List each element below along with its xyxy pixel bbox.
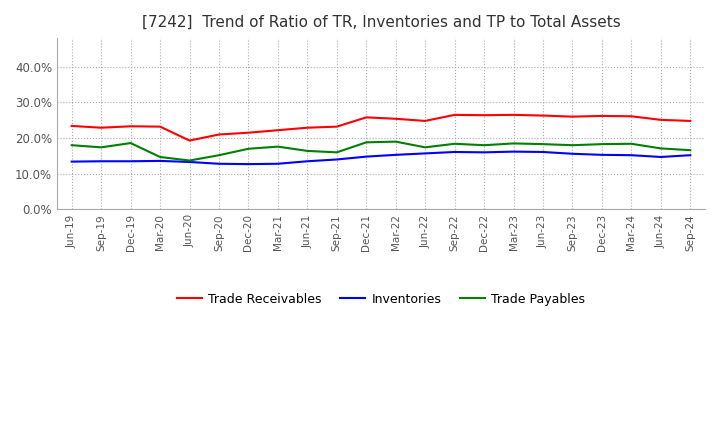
Inventories — [450, 149, 459, 154]
Trade Receivables — [126, 124, 135, 129]
Trade Receivables — [450, 112, 459, 117]
Inventories — [244, 161, 253, 167]
Legend: Trade Receivables, Inventories, Trade Payables: Trade Receivables, Inventories, Trade Pa… — [171, 288, 590, 311]
Inventories — [185, 159, 194, 165]
Trade Receivables — [539, 113, 547, 118]
Trade Payables — [421, 145, 430, 150]
Inventories — [68, 159, 76, 164]
Trade Payables — [126, 140, 135, 146]
Trade Receivables — [657, 117, 665, 122]
Trade Receivables — [627, 114, 636, 119]
Trade Payables — [97, 145, 106, 150]
Trade Receivables — [185, 138, 194, 143]
Trade Payables — [657, 146, 665, 151]
Trade Payables — [333, 150, 341, 155]
Trade Receivables — [686, 118, 695, 124]
Trade Receivables — [509, 112, 518, 117]
Trade Receivables — [568, 114, 577, 119]
Inventories — [568, 151, 577, 156]
Line: Inventories: Inventories — [72, 152, 690, 164]
Trade Payables — [274, 144, 282, 149]
Trade Receivables — [156, 124, 164, 129]
Trade Payables — [362, 140, 371, 145]
Trade Receivables — [244, 130, 253, 136]
Inventories — [333, 157, 341, 162]
Trade Receivables — [362, 115, 371, 120]
Inventories — [421, 151, 430, 156]
Trade Payables — [215, 153, 223, 158]
Inventories — [126, 159, 135, 164]
Trade Receivables — [215, 132, 223, 137]
Inventories — [686, 153, 695, 158]
Trade Payables — [568, 143, 577, 148]
Inventories — [156, 158, 164, 164]
Trade Payables — [450, 141, 459, 147]
Trade Payables — [244, 146, 253, 151]
Trade Payables — [539, 142, 547, 147]
Inventories — [480, 150, 488, 155]
Line: Trade Receivables: Trade Receivables — [72, 115, 690, 140]
Trade Receivables — [97, 125, 106, 130]
Trade Receivables — [480, 113, 488, 118]
Inventories — [509, 149, 518, 154]
Inventories — [598, 152, 606, 158]
Trade Payables — [392, 139, 400, 144]
Trade Payables — [68, 143, 76, 148]
Trade Receivables — [392, 116, 400, 121]
Trade Payables — [509, 141, 518, 146]
Inventories — [657, 154, 665, 160]
Inventories — [97, 159, 106, 164]
Trade Payables — [303, 148, 312, 154]
Inventories — [627, 153, 636, 158]
Trade Payables — [686, 147, 695, 153]
Inventories — [303, 159, 312, 164]
Trade Receivables — [68, 123, 76, 128]
Trade Payables — [185, 158, 194, 163]
Line: Trade Payables: Trade Payables — [72, 142, 690, 161]
Inventories — [274, 161, 282, 166]
Trade Payables — [598, 142, 606, 147]
Inventories — [362, 154, 371, 159]
Trade Payables — [480, 143, 488, 148]
Inventories — [539, 149, 547, 154]
Trade Receivables — [598, 113, 606, 118]
Trade Payables — [156, 154, 164, 160]
Inventories — [392, 152, 400, 158]
Inventories — [215, 161, 223, 166]
Trade Receivables — [333, 124, 341, 129]
Trade Payables — [627, 141, 636, 147]
Title: [7242]  Trend of Ratio of TR, Inventories and TP to Total Assets: [7242] Trend of Ratio of TR, Inventories… — [142, 15, 621, 30]
Trade Receivables — [303, 125, 312, 130]
Trade Receivables — [421, 118, 430, 124]
Trade Receivables — [274, 128, 282, 133]
